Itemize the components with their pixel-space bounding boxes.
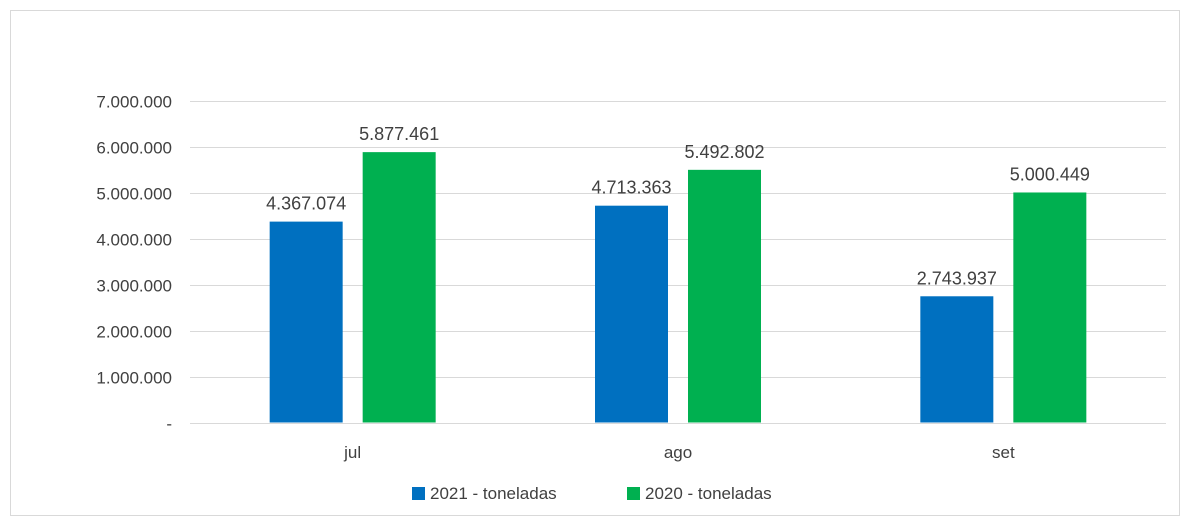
legend-swatch-2 [627,487,640,500]
legend-swatch-1 [412,487,425,500]
data-label: 5.492.802 [684,142,764,162]
x-tick-label: jul [343,443,361,462]
bar-series-1-set [920,296,994,423]
y-tick-label: 1.000.000 [96,369,172,388]
x-tick-label: ago [664,443,692,462]
y-tick-label: 6.000.000 [96,139,172,158]
bar-series-1-ago [595,205,668,423]
data-label: 4.367.074 [266,194,346,214]
x-tick-label: set [992,443,1015,462]
data-label: 4.713.363 [591,178,671,198]
data-label: 5.877.461 [359,124,439,144]
bar-series-2-ago [688,169,761,423]
bar-series-2-set [1013,192,1087,423]
y-tick-label: 3.000.000 [96,277,172,296]
y-tick-label: 7.000.000 [96,93,172,112]
bar-series-1-jul [269,221,343,423]
y-tick-label: - [166,415,172,434]
bar-series-2-jul [362,152,436,423]
data-label: 5.000.449 [1010,164,1090,184]
legend-label: 2021 - toneladas [430,484,557,503]
legend-label: 2020 - toneladas [645,484,772,503]
y-tick-label: 4.000.000 [96,231,172,250]
y-tick-label: 2.000.000 [96,323,172,342]
y-tick-label: 5.000.000 [96,185,172,204]
data-label: 2.743.937 [917,268,997,288]
